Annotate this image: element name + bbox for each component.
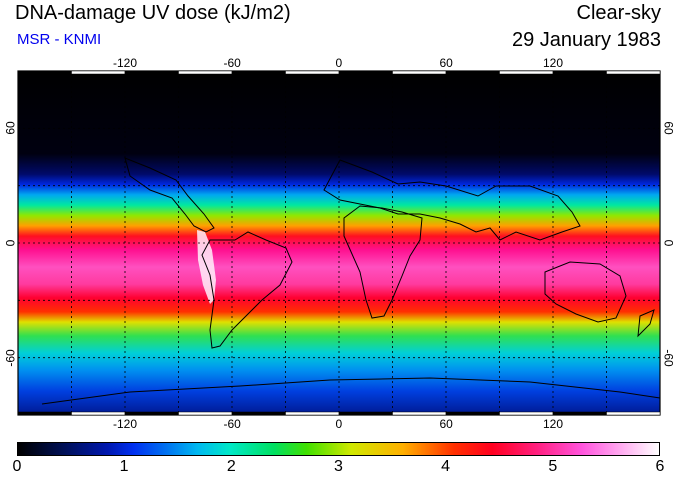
lat-label: 60 — [661, 121, 676, 136]
colorbar-tick: 4 — [441, 458, 451, 475]
tick-segment — [499, 411, 554, 416]
bottom-tick-bar — [17, 411, 661, 416]
lon-label: 120 — [543, 56, 564, 70]
colorbar-tick: 2 — [226, 458, 236, 475]
tick-segment — [285, 70, 340, 75]
graticule — [18, 71, 660, 415]
tick-segment — [231, 411, 286, 416]
colorbar-tick: 1 — [119, 458, 129, 475]
lon-label: -60 — [223, 56, 241, 70]
tick-segment — [606, 411, 661, 416]
lon-label: -60 — [223, 417, 241, 431]
sky-condition: Clear-sky — [576, 2, 661, 24]
colorbar — [17, 442, 660, 456]
coastlines — [41, 157, 661, 405]
tick-segment — [178, 411, 233, 416]
lon-label: -120 — [113, 417, 138, 431]
tick-segment — [445, 411, 500, 416]
lat-label: -60 — [661, 348, 676, 367]
tick-segment — [606, 70, 661, 75]
tick-segment — [17, 70, 72, 75]
date-label: 29 January 1983 — [511, 29, 661, 51]
lat-label: 60 — [3, 121, 18, 136]
tick-segment — [552, 411, 607, 416]
tick-segment — [124, 70, 179, 75]
lon-label: 0 — [335, 417, 343, 431]
tick-segment — [499, 70, 554, 75]
colorbar-tick: 6 — [655, 458, 665, 475]
lon-label: 60 — [439, 56, 453, 70]
top-tick-bar — [17, 70, 661, 75]
uv-dose-map — [17, 70, 661, 416]
tick-segment — [124, 411, 179, 416]
colorbar-tick: 3 — [334, 458, 343, 475]
lon-label: 120 — [543, 417, 564, 431]
tick-segment — [392, 70, 447, 75]
lat-label: -60 — [3, 348, 18, 367]
tick-segment — [285, 411, 340, 416]
tick-segment — [71, 411, 126, 416]
lon-label: 60 — [439, 417, 453, 431]
lon-label: 0 — [335, 56, 343, 70]
tick-segment — [178, 70, 233, 75]
source-label: MSR - KNMI — [17, 31, 102, 48]
tick-segment — [392, 411, 447, 416]
tick-segment — [552, 70, 607, 75]
tick-segment — [338, 70, 393, 75]
tick-segment — [445, 70, 500, 75]
colorbar-tick: 0 — [12, 458, 22, 475]
tick-segment — [338, 411, 393, 416]
lat-label: 0 — [2, 239, 17, 247]
lon-label: -120 — [113, 56, 138, 70]
title: DNA-damage UV dose (kJ/m2) — [15, 2, 291, 24]
colorbar-tick: 5 — [548, 458, 558, 475]
tick-segment — [71, 70, 126, 75]
lat-label: 0 — [660, 239, 675, 247]
tick-segment — [231, 70, 286, 75]
tick-segment — [17, 411, 72, 416]
